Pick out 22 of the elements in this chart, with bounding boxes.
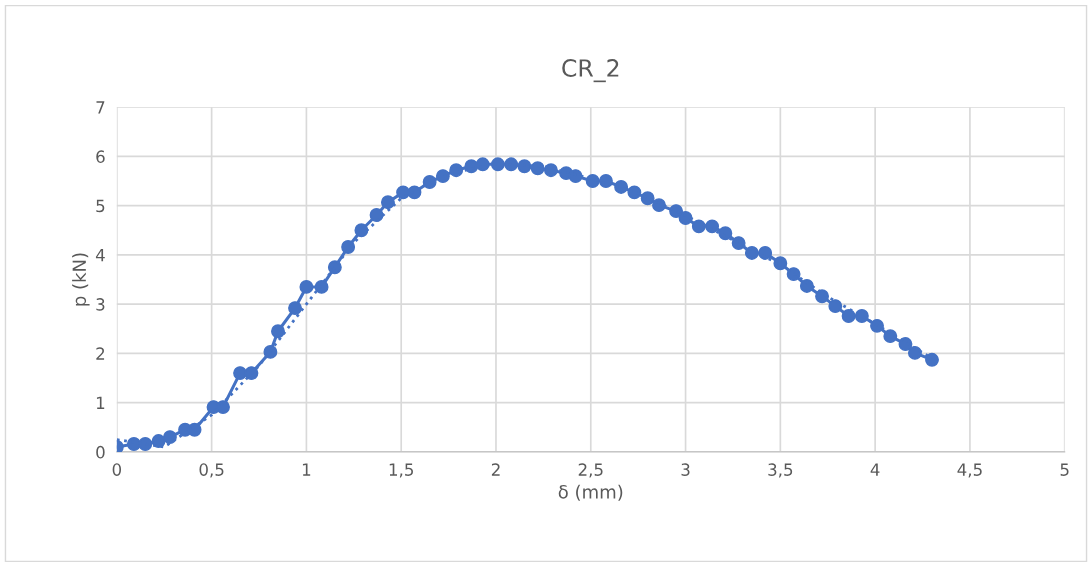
x-tick-label: 2,5	[578, 463, 603, 478]
x-tick-label: 4	[870, 463, 880, 476]
y-tick-label: 3	[96, 298, 105, 311]
x-tick-label: 3,5	[768, 463, 793, 478]
y-tick-label: 7	[96, 101, 105, 114]
x-tick-label: 4,5	[957, 463, 982, 478]
y-tick-label: 4	[95, 249, 105, 262]
x-tick-label: 2	[491, 463, 500, 476]
x-tick-label: 3	[681, 463, 690, 476]
x-tick-label: 1,5	[389, 463, 413, 478]
y-tick-label: 6	[96, 150, 105, 163]
chart-title: CR_2	[562, 59, 619, 83]
x-axis-title: δ (mm)	[558, 484, 623, 501]
y-tick-label: 2	[96, 347, 105, 360]
y-axis-title: p (kN)	[72, 253, 90, 306]
y-tick-label: 5	[96, 199, 105, 213]
x-tick-label: 0,5	[199, 463, 224, 478]
y-tick-label: 0	[96, 445, 105, 459]
x-tick-label: 1	[302, 463, 311, 476]
y-tick-label: 1	[96, 396, 105, 409]
x-tick-label: 0	[112, 463, 122, 476]
x-tick-label: 5	[1060, 463, 1069, 476]
